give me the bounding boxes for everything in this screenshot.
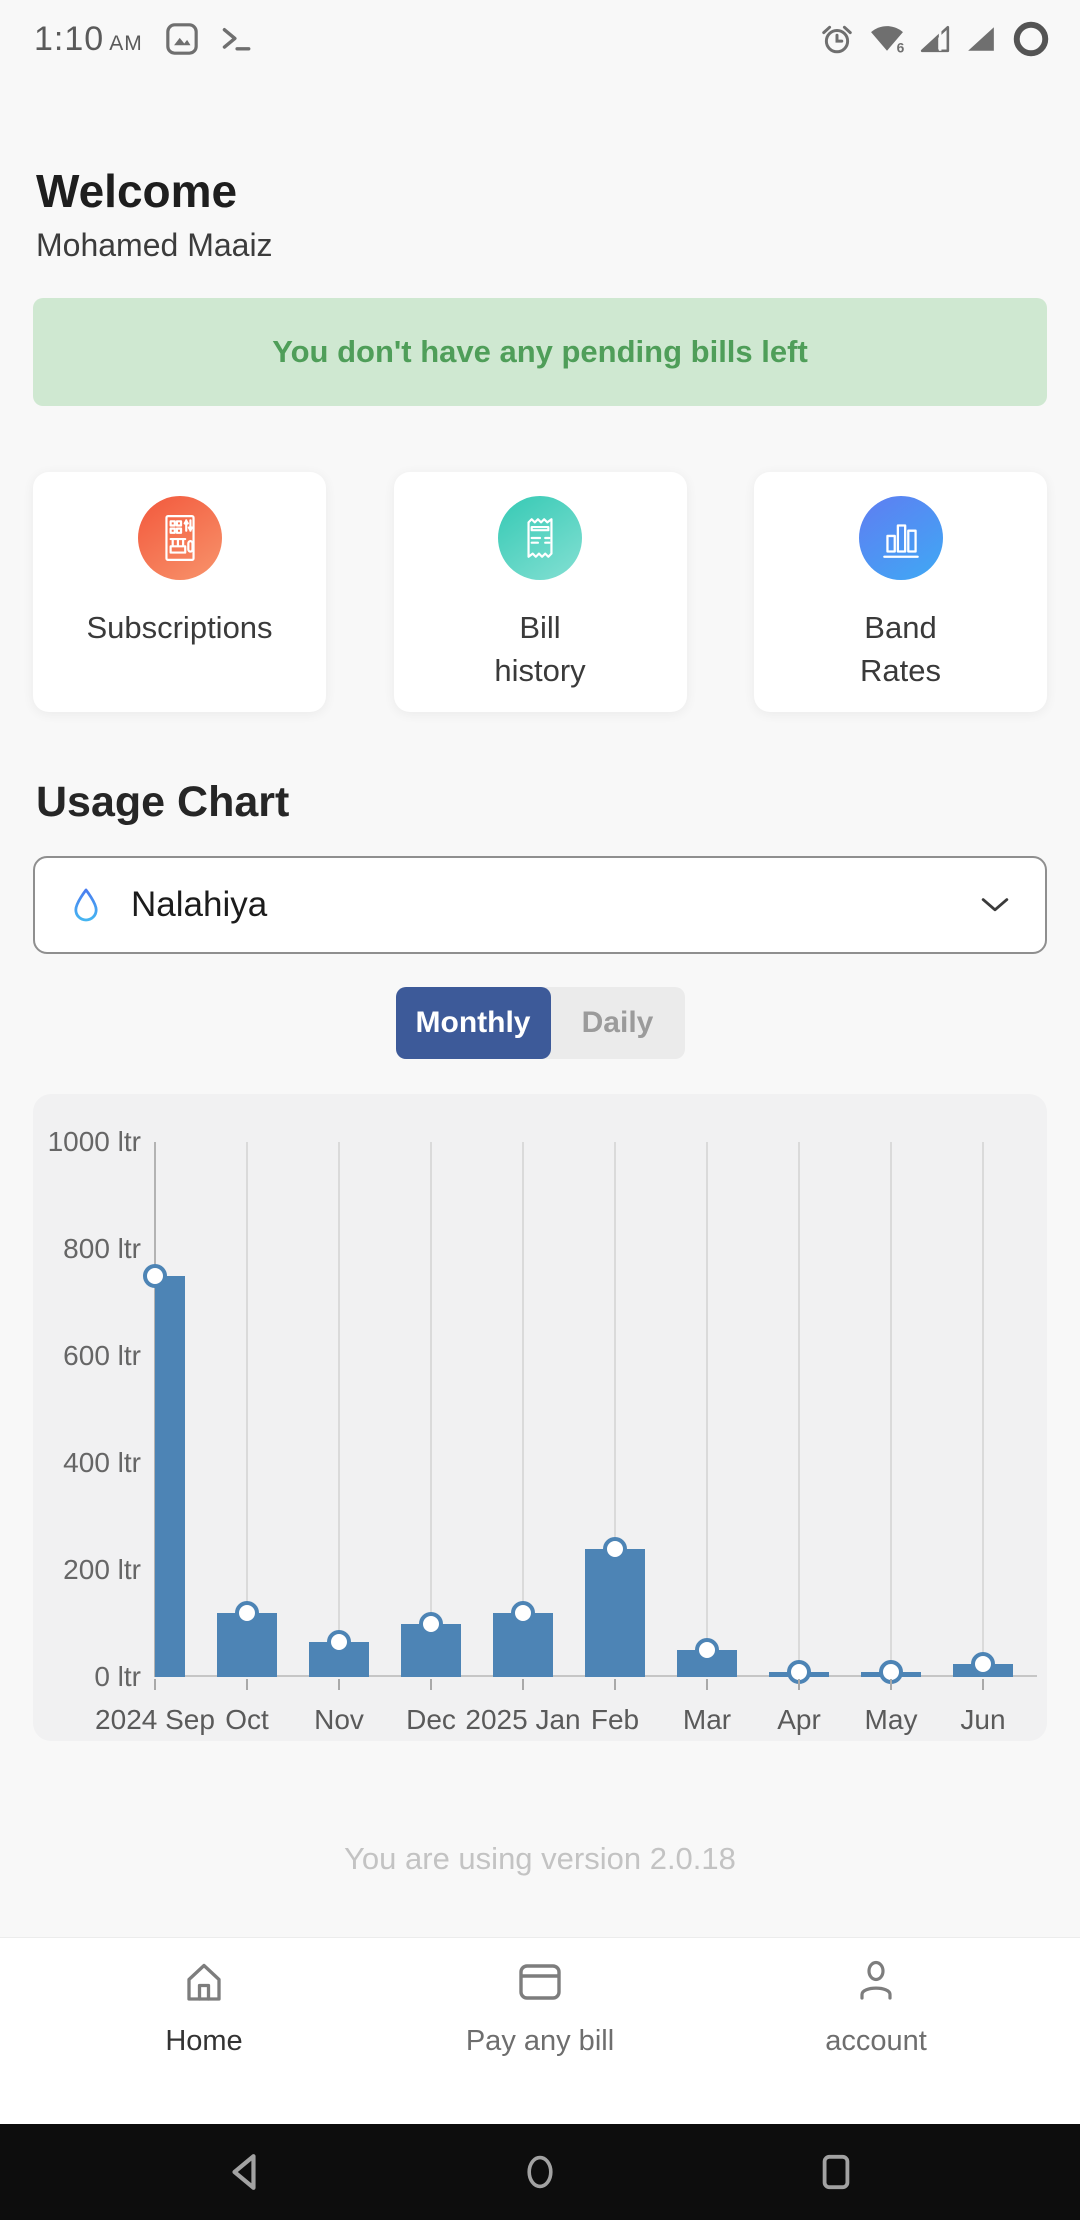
version-note: You are using version 2.0.18 bbox=[344, 1841, 736, 1876]
x-axis-label: 2025 Jan bbox=[465, 1704, 581, 1735]
person-icon bbox=[852, 1958, 900, 2011]
period-toggle: Monthly Daily bbox=[395, 987, 685, 1059]
y-axis-tick-label: 600 ltr bbox=[63, 1340, 141, 1371]
alarm-icon bbox=[820, 23, 854, 55]
nav-item-account[interactable]: account bbox=[796, 1938, 956, 2124]
nav-item-home[interactable]: Home bbox=[124, 1938, 284, 2124]
wifi-icon: 6 bbox=[870, 25, 904, 53]
x-axis-tick bbox=[614, 1679, 616, 1690]
x-axis-label: Oct bbox=[225, 1704, 269, 1735]
x-axis-tick bbox=[522, 1679, 524, 1690]
water-drop-icon bbox=[71, 886, 101, 924]
card-label: Bill history bbox=[494, 610, 586, 688]
x-axis-label: Mar bbox=[682, 1704, 732, 1735]
gridline bbox=[982, 1142, 984, 1677]
gridline bbox=[614, 1142, 616, 1677]
android-nav-bar bbox=[0, 2124, 1080, 2220]
terminal-notification-icon bbox=[221, 25, 251, 53]
meter-select-dropdown[interactable]: Nalahiya bbox=[33, 856, 1047, 954]
battery-circle-icon bbox=[1012, 20, 1050, 58]
recents-square-icon[interactable] bbox=[814, 2150, 858, 2194]
chevron-down-icon bbox=[981, 897, 1009, 913]
bottom-nav: Home Pay any bill account bbox=[0, 1938, 1080, 2124]
x-axis-tick bbox=[338, 1679, 340, 1690]
card-label: Band Rates bbox=[860, 610, 941, 688]
chart-point-marker bbox=[511, 1600, 535, 1625]
gridline bbox=[522, 1142, 524, 1677]
tab-monthly[interactable]: Monthly bbox=[395, 987, 551, 1059]
back-triangle-icon[interactable] bbox=[222, 2150, 266, 2194]
bar-chart-icon bbox=[858, 496, 943, 580]
banner-text: You don't have any pending bills left bbox=[272, 334, 808, 369]
x-axis-label: Apr bbox=[777, 1704, 821, 1735]
y-axis-tick-label: 200 ltr bbox=[63, 1554, 141, 1585]
x-axis-label: Feb bbox=[590, 1704, 640, 1735]
x-axis-label: Dec bbox=[406, 1704, 456, 1735]
card-bill-history[interactable]: Bill history bbox=[393, 472, 687, 712]
x-axis-label: May bbox=[864, 1704, 918, 1735]
wifi-badge: 6 bbox=[897, 39, 904, 53]
x-axis-tick bbox=[982, 1679, 984, 1690]
status-bar: 1:10 AM 6 bbox=[0, 0, 1080, 72]
no-pending-bills-banner: You don't have any pending bills left bbox=[33, 298, 1047, 406]
y-axis-tick-label: 400 ltr bbox=[63, 1447, 141, 1478]
chart-point-marker bbox=[419, 1611, 443, 1636]
x-axis-tick bbox=[430, 1679, 432, 1690]
gridline bbox=[430, 1142, 432, 1677]
card-subscriptions[interactable]: Subscriptions bbox=[33, 472, 326, 712]
gridline bbox=[706, 1142, 708, 1677]
chart-point-marker bbox=[143, 1263, 167, 1288]
chart-point-marker bbox=[971, 1651, 995, 1676]
x-axis-tick bbox=[890, 1679, 892, 1690]
vending-machine-icon bbox=[137, 496, 222, 580]
usage-chart-title: Usage Chart bbox=[36, 778, 290, 826]
x-axis-tick bbox=[246, 1679, 248, 1690]
selected-meter: Nalahiya bbox=[131, 885, 268, 924]
usage-bar-chart: 0 ltr 200 ltr 400 ltr 600 ltr 800 ltr 1000 lt… bbox=[33, 1094, 1047, 1741]
status-bar-left: 1:10 AM bbox=[34, 20, 251, 59]
gridline bbox=[890, 1142, 892, 1677]
card-label: Subscriptions bbox=[86, 610, 273, 645]
gridline bbox=[798, 1142, 800, 1677]
home-icon bbox=[180, 1958, 228, 2011]
quick-actions-row: Subscriptions Bill history Band Rates bbox=[33, 472, 1047, 712]
clock-time: 1:10 AM bbox=[34, 19, 143, 58]
user-name: Mohamed Maaiz bbox=[36, 227, 273, 263]
receipt-icon bbox=[498, 496, 582, 580]
nav-label: Home bbox=[165, 2025, 243, 2057]
gridline bbox=[246, 1142, 248, 1677]
y-axis-tick-label: 0 ltr bbox=[94, 1661, 141, 1692]
chart-point-marker bbox=[235, 1600, 259, 1625]
nav-label: account bbox=[825, 2025, 927, 2057]
x-axis-label: Nov bbox=[314, 1704, 364, 1735]
tab-daily[interactable]: Daily bbox=[581, 1006, 654, 1039]
chart-bar bbox=[155, 1275, 185, 1677]
status-bar-right: 6 bbox=[820, 20, 1050, 58]
x-axis-tick bbox=[798, 1679, 800, 1690]
chart-point-marker bbox=[603, 1536, 627, 1561]
x-axis-tick bbox=[154, 1679, 156, 1690]
bill-card-icon bbox=[516, 1958, 564, 2011]
chart-point-marker bbox=[327, 1630, 351, 1655]
signal-partial-icon bbox=[920, 25, 950, 53]
card-band-rates[interactable]: Band Rates bbox=[754, 472, 1047, 712]
home-circle-icon[interactable] bbox=[518, 2150, 562, 2194]
x-axis-tick bbox=[706, 1679, 708, 1690]
screenshot-notification-icon bbox=[165, 22, 199, 56]
nav-label: Pay any bill bbox=[465, 2025, 615, 2057]
page-title: Welcome bbox=[36, 165, 238, 217]
y-axis-tick-label: 1000 ltr bbox=[47, 1126, 141, 1157]
x-axis-label: 2024 Sep bbox=[95, 1704, 215, 1735]
signal-full-icon bbox=[966, 25, 996, 53]
x-axis-label: Jun bbox=[960, 1704, 1006, 1735]
gridline bbox=[338, 1142, 340, 1677]
chart-point-marker bbox=[695, 1638, 719, 1663]
chart-bar bbox=[585, 1548, 645, 1677]
nav-item-pay-any-bill[interactable]: Pay any bill bbox=[460, 1938, 620, 2124]
y-axis-tick-label: 800 ltr bbox=[63, 1233, 141, 1264]
